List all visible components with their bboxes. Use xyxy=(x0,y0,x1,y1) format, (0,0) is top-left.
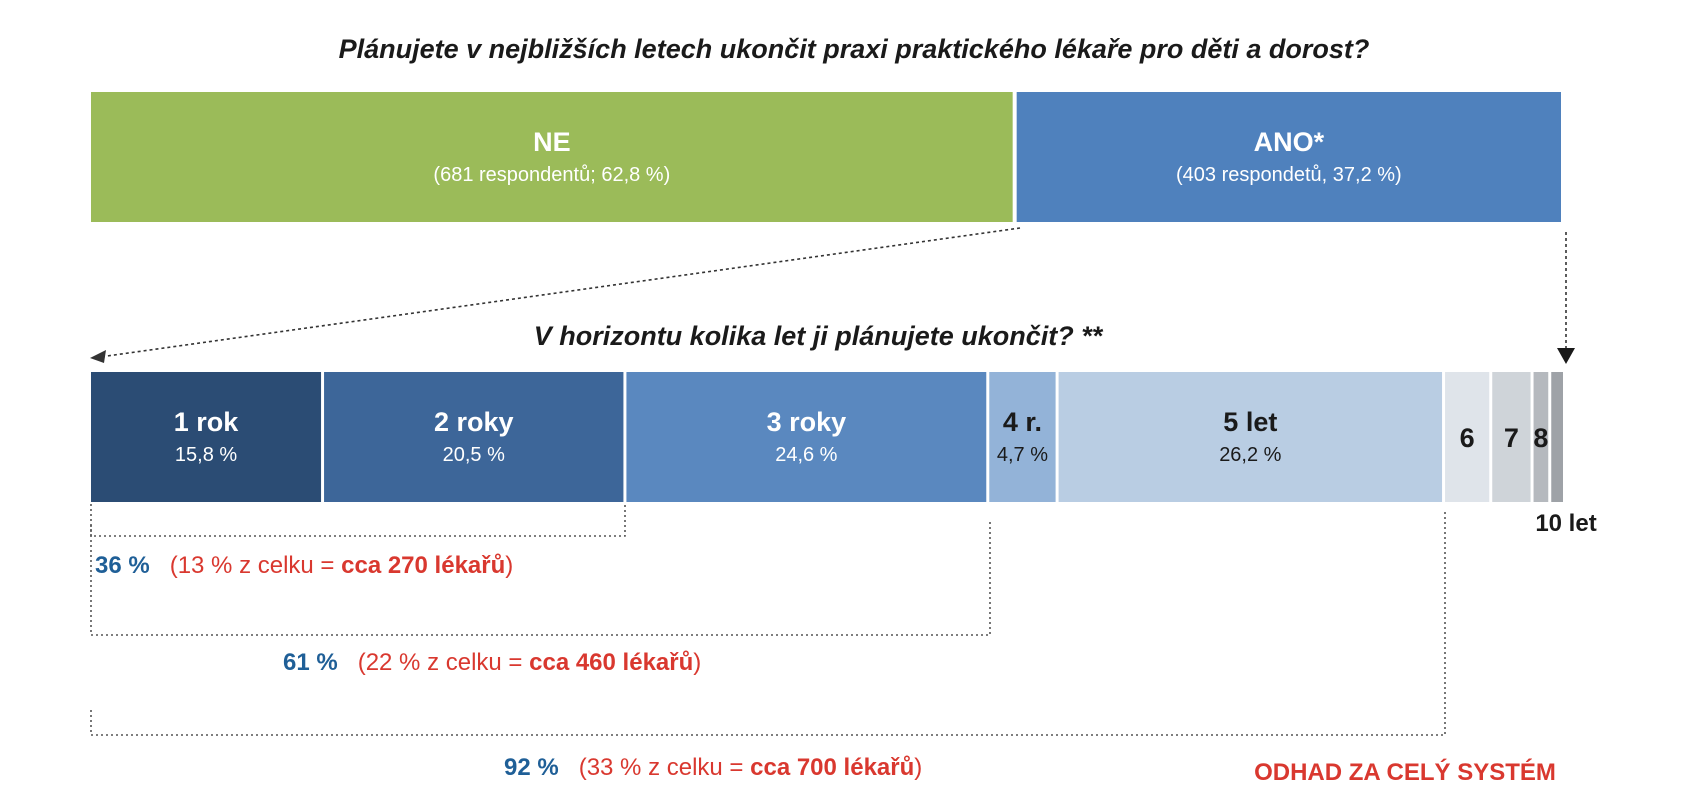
bracket-note-end: ) xyxy=(505,552,513,579)
years-item-4-segment xyxy=(989,372,1056,502)
bottom-bar: 1 rok 15,8 % 2 roky 20,5 % 3 roky 24,6 % 4 r. 4… xyxy=(91,372,1563,502)
years-item-6-segment xyxy=(1445,372,1490,502)
axis-end-label: 10 let xyxy=(1535,510,1596,537)
years-item-8-label: 8 xyxy=(1533,423,1548,453)
years-item-2-segment xyxy=(324,372,624,502)
bracket-92 xyxy=(90,510,1446,736)
years-item-4-value: 4,7 % xyxy=(997,444,1048,466)
years-item-3-value: 24,6 % xyxy=(775,444,837,466)
years-item-5-value: 26,2 % xyxy=(1219,444,1281,466)
years-item-1-label: 1 rok xyxy=(174,407,240,437)
bracket-pct: 61 % xyxy=(283,649,338,676)
bracket-label-3: 92 % (33 % z celku = cca 700 lékařů) xyxy=(504,754,922,781)
bracket-label-2: 61 % (22 % z celku = cca 460 lékařů) xyxy=(283,649,701,676)
bracket-pct: 92 % xyxy=(504,754,559,781)
bracket-36 xyxy=(90,504,626,537)
system-estimate-label: ODHAD ZA CELÝ SYSTÉM xyxy=(1254,758,1556,786)
chart-title-top: Plánujete v nejbližších letech ukončit p… xyxy=(339,34,1370,64)
years-item-4-label: 4 r. xyxy=(1003,407,1042,437)
years-item-3-label: 3 roky xyxy=(767,407,847,437)
bracket-note-bold: cca 270 lékařů xyxy=(341,552,505,579)
top-ano-value: (403 respondetů, 37,2 %) xyxy=(1176,164,1402,186)
chart-title-bottom: V horizontu kolika let ji plánujete ukon… xyxy=(534,321,1104,351)
connector-ne-arrowhead xyxy=(90,350,106,363)
top-ano-label: ANO* xyxy=(1254,127,1325,157)
bracket-label-1: 36 % (13 % z celku = cca 270 lékařů) xyxy=(95,552,513,579)
bracket-note: (13 % z celku = xyxy=(170,552,341,579)
bracket-note-end: ) xyxy=(914,754,922,781)
years-item-6-label: 6 xyxy=(1460,423,1475,453)
years-item-7-label: 7 xyxy=(1504,423,1519,453)
years-item-5-label: 5 let xyxy=(1223,407,1277,437)
connector-ne-arrow xyxy=(99,227,1021,358)
years-item-9-segment xyxy=(1551,372,1563,502)
years-item-8-segment xyxy=(1533,372,1549,502)
top-ano-segment xyxy=(1016,92,1561,222)
years-item-2-label: 2 roky xyxy=(434,407,514,437)
bracket-note: (33 % z celku = xyxy=(579,754,750,781)
bracket-labels: 36 % (13 % z celku = cca 270 lékařů) 61 % (… xyxy=(95,552,922,781)
top-ne-segment xyxy=(91,92,1013,222)
years-item-3-segment xyxy=(626,372,987,502)
bracket-note: (22 % z celku = xyxy=(358,649,529,676)
top-ne-value: (681 respondentů; 62,8 %) xyxy=(433,164,670,186)
top-bar: NE (681 respondentů; 62,8 %) ANO* (403 resp… xyxy=(91,92,1561,222)
top-ne-label: NE xyxy=(533,127,571,157)
years-item-1-segment xyxy=(91,372,322,502)
bracket-note-bold: cca 700 lékařů xyxy=(750,754,914,781)
bracket-61 xyxy=(90,519,991,636)
years-item-5-segment xyxy=(1058,372,1443,502)
connector-ano-arrowhead xyxy=(1557,348,1575,364)
years-item-7-segment xyxy=(1492,372,1531,502)
bracket-pct: 36 % xyxy=(95,552,150,579)
bracket-note-end: ) xyxy=(693,649,701,676)
years-item-1-value: 15,8 % xyxy=(175,444,237,466)
years-item-2-value: 20,5 % xyxy=(443,444,505,466)
bracket-note-bold: cca 460 lékařů xyxy=(529,649,693,676)
